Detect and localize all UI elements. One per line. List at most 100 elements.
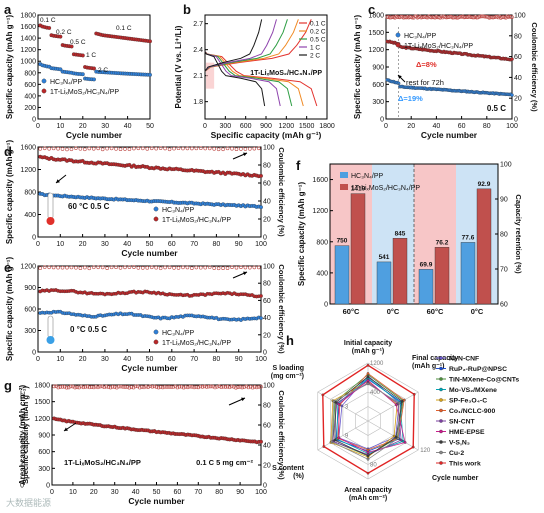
ce-marker bbox=[194, 146, 199, 151]
ce-marker bbox=[140, 385, 144, 389]
y-axis-label: Specific capacity (mAh g⁻¹) bbox=[353, 15, 362, 120]
data-point-red bbox=[58, 34, 63, 39]
x-tick-label: 40 bbox=[433, 123, 441, 130]
bar-value-label: 76.2 bbox=[436, 239, 449, 246]
y-tick-label: 200 bbox=[24, 105, 36, 112]
ce-marker bbox=[60, 147, 65, 151]
x-tick-label: 0 bbox=[203, 123, 207, 130]
ce-marker bbox=[213, 385, 217, 390]
legend-label: 2 C bbox=[310, 53, 320, 60]
ce-marker bbox=[133, 384, 138, 389]
y-tick-label: 800 bbox=[24, 190, 36, 197]
data-point-blue bbox=[92, 77, 96, 82]
y-tick-label: 0 bbox=[46, 483, 50, 490]
ce-marker bbox=[408, 15, 412, 19]
legend-label: 1T-LiₓMoS₂/HC₃N₄/PP bbox=[50, 89, 119, 96]
ce-marker bbox=[83, 147, 87, 152]
ce-marker bbox=[106, 385, 111, 389]
ce-marker bbox=[230, 265, 234, 269]
ce-marker bbox=[255, 385, 259, 390]
ce-marker bbox=[78, 266, 83, 271]
ce-marker bbox=[202, 384, 207, 389]
x-tick-label: 90 bbox=[235, 356, 243, 363]
ce-marker bbox=[252, 146, 257, 151]
x-tick-label: 80 bbox=[215, 489, 223, 496]
radar-point bbox=[366, 471, 370, 475]
ce-marker bbox=[167, 385, 171, 389]
radar-point bbox=[366, 457, 370, 461]
ce-marker bbox=[42, 265, 47, 269]
ce-marker bbox=[225, 266, 230, 270]
radar-point bbox=[330, 440, 334, 444]
ce-marker bbox=[83, 385, 88, 389]
ce-marker bbox=[158, 146, 163, 150]
legend-marker bbox=[439, 429, 443, 434]
ce-marker bbox=[137, 385, 142, 390]
ce-marker bbox=[96, 385, 100, 390]
bar bbox=[460, 242, 476, 305]
y-tick-label: 0 bbox=[32, 235, 36, 242]
ce-marker bbox=[216, 147, 221, 152]
y-tick-label: 1200 bbox=[368, 47, 384, 54]
ce-marker bbox=[190, 384, 194, 389]
ce-marker bbox=[110, 385, 115, 389]
radar-axis-label: (mAh cm⁻²) bbox=[349, 495, 387, 502]
axis-arrow-right-head bbox=[243, 152, 247, 157]
y1-axis-label: Specific capacity (mAh g⁻¹) bbox=[21, 386, 30, 484]
y-axis-label: Specific capacity (mAh g⁻¹) bbox=[297, 182, 306, 287]
radar-spoke bbox=[367, 391, 419, 422]
x-tick-label: 90 bbox=[236, 489, 244, 496]
ce-marker bbox=[114, 265, 118, 270]
ce-marker bbox=[109, 265, 114, 270]
ce-marker bbox=[219, 385, 224, 390]
ce-marker bbox=[69, 265, 74, 270]
ce-marker bbox=[64, 385, 69, 390]
bar-value-label: 77.6 bbox=[462, 234, 475, 241]
ce-marker bbox=[165, 385, 169, 389]
y-tick-label: 600 bbox=[24, 307, 36, 314]
ce-marker bbox=[244, 384, 249, 389]
x-tick-label: 1200 bbox=[279, 123, 295, 130]
ce-marker bbox=[154, 146, 158, 151]
data-point-blue bbox=[259, 316, 263, 320]
y-tick-label: 1200 bbox=[34, 416, 50, 423]
ce-marker bbox=[204, 385, 209, 389]
ce-marker bbox=[156, 385, 161, 390]
ce-marker bbox=[257, 385, 261, 389]
ce-marker bbox=[129, 385, 134, 389]
thermometer-bulb bbox=[46, 217, 55, 225]
rest-arrow-head bbox=[398, 75, 402, 79]
ce-marker bbox=[171, 385, 176, 389]
x-tick-label: 1800 bbox=[319, 123, 335, 130]
radar-point bbox=[332, 399, 336, 403]
data-point-red bbox=[259, 439, 263, 444]
ce-marker bbox=[181, 385, 186, 390]
legend-label: 1T-LiₓMoS₂/HC₃N₄/PP bbox=[351, 185, 420, 192]
panel-letter: b bbox=[183, 2, 191, 17]
data-point-blue bbox=[510, 93, 514, 97]
ce-marker bbox=[482, 14, 487, 19]
x-tick-label: 900 bbox=[260, 123, 272, 130]
legend-marker bbox=[395, 42, 401, 48]
x-tick-label: 40 bbox=[124, 123, 132, 130]
radar-point bbox=[337, 436, 341, 440]
radar-point bbox=[366, 454, 370, 458]
ce-marker bbox=[132, 265, 136, 269]
y2-tick-label: 100 bbox=[263, 264, 275, 271]
ce-marker bbox=[51, 146, 56, 151]
rate-label: 0.1 C bbox=[40, 17, 56, 24]
legend-label: Cu-2 bbox=[449, 450, 464, 457]
ce-marker bbox=[248, 384, 253, 389]
ce-marker bbox=[221, 266, 225, 271]
rate-label: 2 C bbox=[98, 67, 108, 74]
x-tick-label: 20 bbox=[407, 123, 415, 130]
data-point-red bbox=[80, 53, 85, 58]
discharge-curve bbox=[204, 51, 266, 107]
y2-tick-label: 60 bbox=[514, 54, 522, 61]
ce-marker bbox=[60, 385, 65, 389]
y-axis-label: Specific capacity (mAh g⁻¹) bbox=[5, 15, 14, 120]
ce-marker bbox=[123, 265, 127, 270]
x-tick-label: 70 bbox=[194, 489, 202, 496]
y2-tick-label: 60 bbox=[263, 298, 271, 305]
legend-label: Co₁/NCLC-900 bbox=[449, 408, 495, 415]
